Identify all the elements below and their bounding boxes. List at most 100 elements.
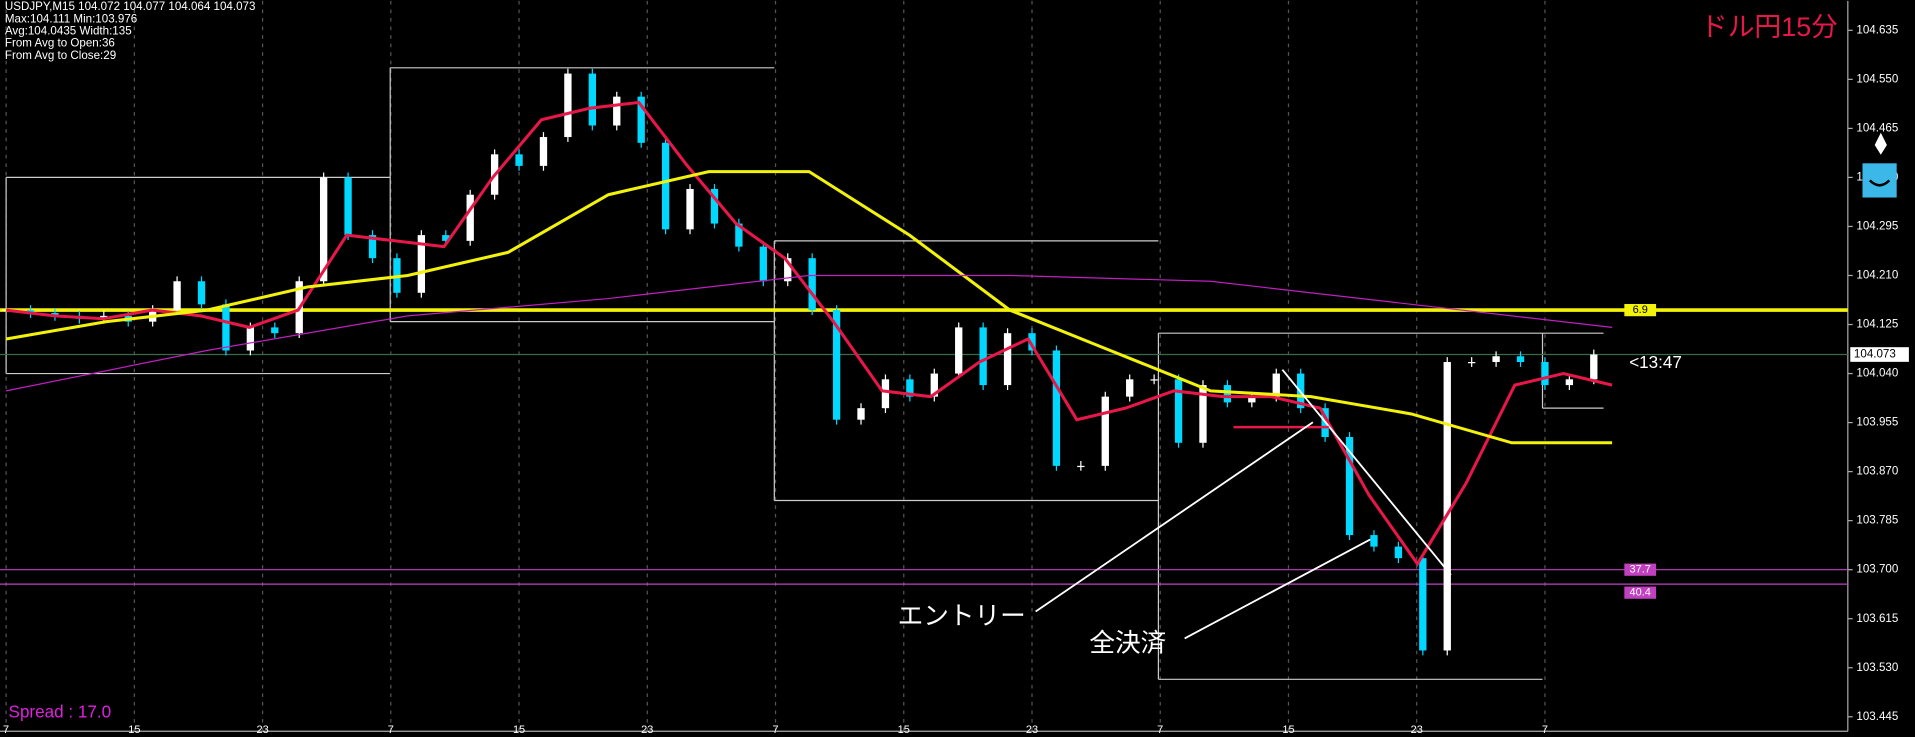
y-tick-label: 103.955 <box>1856 416 1898 429</box>
candle <box>368 235 377 259</box>
candle <box>1492 356 1500 363</box>
candle <box>1126 379 1134 397</box>
x-tick-label: 23 <box>1026 724 1038 736</box>
level-tag-bg <box>1624 563 1657 576</box>
smiley-mouth <box>1868 179 1891 187</box>
annotation: エントリー <box>898 602 1026 630</box>
candle <box>271 327 279 334</box>
candle <box>1174 379 1183 443</box>
candle <box>222 304 230 351</box>
candle <box>1541 362 1549 386</box>
header-line: From Avg to Close:29 <box>5 49 116 62</box>
candle <box>1590 354 1598 380</box>
level-tag-bg <box>1624 303 1657 317</box>
candle <box>1003 333 1012 386</box>
x-tick-label: 23 <box>641 724 653 736</box>
candle <box>1077 465 1085 468</box>
candle <box>319 177 328 282</box>
candle <box>955 327 963 374</box>
arrow <box>1035 421 1314 613</box>
chart-title: ドル円15分 <box>1701 12 1838 42</box>
candle <box>735 223 743 247</box>
level-tag: 40.4 <box>1630 587 1651 599</box>
candle <box>808 258 816 311</box>
smiley-icon <box>1862 163 1897 198</box>
candle <box>197 281 206 305</box>
current-price-label: 104.073 <box>1854 348 1896 361</box>
x-tick-label: 7 <box>1542 724 1548 736</box>
candle <box>710 188 719 224</box>
candle <box>1565 379 1574 386</box>
moving-average <box>5 100 1613 567</box>
header-line: From Avg to Open:36 <box>5 37 115 50</box>
y-tick-label: 104.465 <box>1856 121 1898 134</box>
candle <box>466 194 474 241</box>
y-tick-label: 104.635 <box>1856 23 1898 36</box>
candle <box>759 246 767 282</box>
x-tick-label: 15 <box>898 724 910 736</box>
candle <box>637 96 645 143</box>
annotation: 全決済 <box>1089 628 1166 657</box>
x-tick-label: 7 <box>3 724 9 736</box>
x-tick-label: 7 <box>772 724 778 736</box>
candle <box>1272 373 1280 397</box>
candle <box>417 235 426 293</box>
candle <box>979 327 987 386</box>
candle <box>588 73 596 126</box>
level-tag: 37.7 <box>1630 564 1651 576</box>
moving-average <box>5 170 1613 445</box>
level-tag: 6.9 <box>1633 304 1648 316</box>
y-tick-label: 103.785 <box>1856 514 1898 527</box>
x-tick-label: 15 <box>513 724 525 736</box>
x-tick-label: 15 <box>128 724 140 736</box>
y-tick-label: 104.040 <box>1856 367 1898 380</box>
y-tick-label: 103.445 <box>1856 710 1898 723</box>
candle <box>564 73 572 138</box>
candle <box>1028 333 1036 351</box>
candle <box>1394 546 1403 559</box>
header: USDJPY,M15 104.072 104.077 104.064 104.0… <box>5 0 256 62</box>
candle <box>344 177 352 236</box>
candle <box>613 96 621 126</box>
y-tick-label: 103.615 <box>1856 612 1898 625</box>
candle <box>442 235 450 241</box>
y-tick-label: 103.870 <box>1856 465 1898 478</box>
level-tag-bg <box>1624 586 1657 599</box>
candle <box>1199 385 1207 443</box>
candle <box>686 188 694 230</box>
y-tick-label: 104.125 <box>1856 318 1898 331</box>
x-tick-label: 23 <box>1411 724 1423 736</box>
candle <box>539 137 548 166</box>
moving-average <box>5 274 1613 392</box>
y-tick-label: 104.550 <box>1856 72 1898 85</box>
candle <box>173 281 181 311</box>
trend-line <box>1281 369 1452 576</box>
x-tick-label: 7 <box>1157 724 1163 736</box>
candle <box>1223 385 1232 403</box>
current-price-bg <box>1850 347 1909 362</box>
candle <box>857 408 865 420</box>
header-line: Avg:104.0435 Width:135 <box>5 24 132 37</box>
candle <box>1101 396 1109 466</box>
candle <box>1248 396 1256 403</box>
candle <box>1468 362 1476 364</box>
candle <box>661 142 670 230</box>
candle <box>832 310 841 420</box>
candle <box>515 154 523 166</box>
x-tick-label: 7 <box>388 724 394 736</box>
candle <box>1419 558 1427 651</box>
x-tick-label: 23 <box>256 724 268 736</box>
y-tick-label: 104.295 <box>1856 220 1898 233</box>
candle <box>1052 350 1061 466</box>
candle <box>1443 362 1451 651</box>
countdown: <13:47 <box>1629 353 1682 372</box>
candle <box>1370 535 1378 547</box>
candle <box>1345 437 1354 536</box>
header-line: Max:104.111 Min:103.976 <box>5 12 137 25</box>
pen-icon <box>1874 132 1887 155</box>
x-tick-label: 15 <box>1282 724 1294 736</box>
y-tick-label: 103.530 <box>1856 661 1898 674</box>
